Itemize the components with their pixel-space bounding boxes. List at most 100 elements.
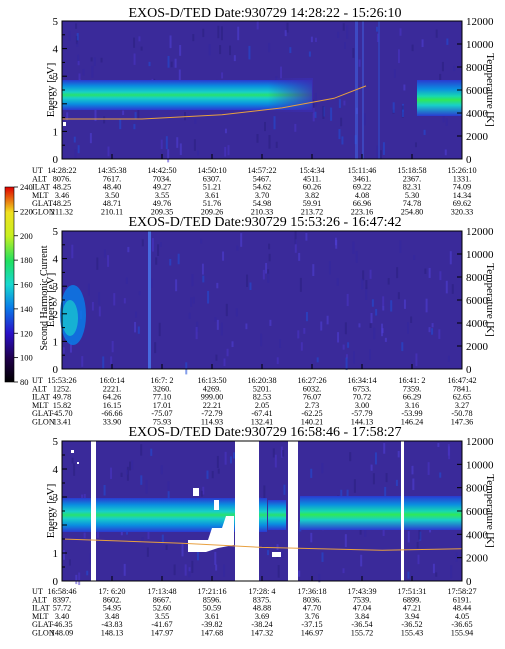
noise-speck xyxy=(423,129,426,135)
noise-speck xyxy=(68,559,71,566)
panel-1-right-axis: 0 2000 4000 6000 8000 10000 12000 xyxy=(457,16,494,166)
noise-speck xyxy=(77,54,80,63)
panel-3-white-patch-4 xyxy=(272,552,281,557)
panel-2-low-energy-core xyxy=(62,300,78,336)
orbit-cell: 3.48 xyxy=(105,612,119,621)
orbit-cell: 3.69 xyxy=(255,612,269,621)
orbit-cell: 6753. xyxy=(353,384,371,393)
orbit-cell: 82.53 xyxy=(253,393,271,402)
noise-speck xyxy=(401,109,404,118)
noise-speck xyxy=(214,551,217,565)
noise-speck xyxy=(344,534,347,548)
noise-speck xyxy=(155,257,158,265)
panel-1-orbit-table: UT 14:28:22 14:35:38 14:42:50 14:50:10 14:57:… xyxy=(32,166,477,217)
noise-speck xyxy=(202,28,205,38)
noise-speck xyxy=(421,39,424,48)
orbit-cell: -41.67 xyxy=(151,620,172,629)
orbit-cell: 146.24 xyxy=(401,418,424,427)
orbit-cell: -45.70 xyxy=(51,409,72,418)
noise-speck xyxy=(178,69,181,82)
noise-speck xyxy=(81,356,84,367)
y-tick-label: 1 xyxy=(53,548,59,560)
orbit-cell: 3.46 xyxy=(55,191,69,200)
noise-speck xyxy=(196,321,199,332)
noise-speck xyxy=(359,528,362,535)
noise-speck xyxy=(141,239,144,247)
colorbar-tick-label: 240 xyxy=(20,182,33,192)
noise-speck xyxy=(264,121,267,132)
orbit-cell: 3.27 xyxy=(455,401,469,410)
orbit-cell: -67.41 xyxy=(251,409,272,418)
y2-tick-label: 2000 xyxy=(466,553,489,565)
orbit-cell: 66.29 xyxy=(403,393,421,402)
noise-speck xyxy=(122,110,125,116)
orbit-cell: 48.40 xyxy=(103,183,121,192)
noise-speck xyxy=(103,485,106,496)
panel-3-white-dot-2 xyxy=(77,462,79,464)
y2-tick-label: 12000 xyxy=(466,226,494,238)
orbit-cell: 57.72 xyxy=(53,604,71,613)
orbit-cell: 209.26 xyxy=(201,208,224,217)
orbit-cell: 210.11 xyxy=(101,208,123,217)
noise-speck xyxy=(273,116,276,130)
noise-speck xyxy=(358,323,361,328)
noise-speck xyxy=(150,448,153,456)
noise-speck xyxy=(107,146,110,157)
y2-tick-label: 12000 xyxy=(466,16,494,28)
orbit-cell: 3.16 xyxy=(405,401,419,410)
y-tick-label: 3 xyxy=(53,492,59,504)
noise-speck xyxy=(284,30,287,37)
y-tick-label: 0 xyxy=(53,364,59,376)
noise-speck xyxy=(223,564,226,577)
orbit-cell: 47.21 xyxy=(403,604,421,613)
noise-speck xyxy=(268,135,271,149)
noise-speck xyxy=(215,564,218,571)
orbit-cell: 155.72 xyxy=(351,629,374,638)
noise-speck xyxy=(158,322,161,337)
noise-speck xyxy=(444,149,447,156)
noise-speck xyxy=(330,107,333,121)
y-tick-label: 0 xyxy=(53,154,59,166)
orbit-cell: -62.25 xyxy=(301,409,322,418)
noise-speck xyxy=(371,299,374,307)
colorbar-tick-label: 160 xyxy=(20,280,33,290)
noise-speck xyxy=(360,554,363,567)
noise-speck xyxy=(216,282,219,289)
noise-speck xyxy=(192,34,195,42)
orbit-cell: 70.72 xyxy=(353,393,371,402)
orbit-cell: 15:18:58 xyxy=(397,166,426,175)
orbit-cell: -36.54 xyxy=(351,620,372,629)
orbit-cell: 132.41 xyxy=(251,418,274,427)
orbit-cell: 50.59 xyxy=(203,604,221,613)
noise-speck xyxy=(431,323,434,328)
noise-speck xyxy=(134,112,137,119)
noise-speck xyxy=(451,284,454,294)
noise-speck xyxy=(358,59,361,67)
orbit-cell: 17.01 xyxy=(153,401,171,410)
noise-speck xyxy=(100,57,103,63)
noise-speck xyxy=(202,486,205,495)
noise-speck xyxy=(231,341,234,348)
noise-speck xyxy=(370,312,373,324)
panel-3-white-patch xyxy=(188,516,234,552)
noise-speck xyxy=(83,532,86,539)
orbit-row-label: MLT xyxy=(32,612,49,621)
panel-2-y2label: Temperature [K] xyxy=(484,263,496,336)
orbit-row-label: ALT xyxy=(32,174,47,183)
orbit-cell: 144.13 xyxy=(351,418,374,427)
orbit-cell: 51.76 xyxy=(203,199,221,208)
noise-speck xyxy=(179,143,182,156)
orbit-cell: 3.76 xyxy=(305,612,319,621)
orbit-cell: 320.33 xyxy=(451,208,474,217)
noise-speck xyxy=(349,452,352,462)
orbit-cell: 213.72 xyxy=(301,208,324,217)
noise-speck xyxy=(82,68,85,76)
y-tick-label: 1 xyxy=(53,336,59,348)
noise-speck xyxy=(361,278,364,290)
noise-speck xyxy=(298,252,301,261)
orbit-cell: 49.27 xyxy=(153,183,171,192)
noise-speck xyxy=(279,339,282,348)
noise-speck xyxy=(289,47,292,54)
orbit-cell: 5201. xyxy=(253,384,271,393)
noise-speck xyxy=(337,31,340,39)
